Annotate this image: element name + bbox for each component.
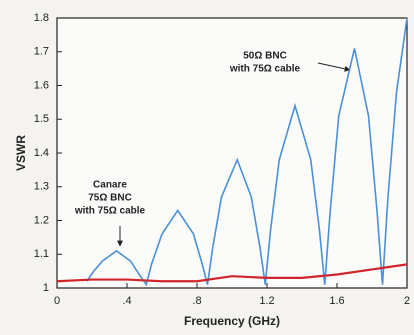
x-tick-label: .8 (192, 295, 201, 307)
x-tick-label: 1.6 (329, 295, 344, 307)
x-tick-label: 2 (404, 295, 410, 307)
annotation: with 75Ω cable (74, 206, 146, 217)
y-tick-label: 1.4 (34, 147, 49, 159)
y-tick-label: 1.1 (34, 248, 49, 260)
y-axis-title: VSWR (14, 135, 28, 171)
annotation: Canare (93, 180, 127, 191)
annotation: 50Ω BNC (243, 51, 287, 62)
x-axis-title: Frequency (GHz) (184, 314, 280, 328)
y-tick-label: 1 (43, 282, 49, 294)
annotation: with 75Ω cable (229, 64, 301, 75)
x-tick-label: .4 (122, 295, 131, 307)
x-tick-label: 1.2 (259, 295, 274, 307)
data-line (56, 263, 408, 283)
annotation: 75Ω BNC (88, 193, 132, 204)
y-tick-label: 1.5 (34, 113, 49, 125)
y-tick-label: 1.7 (34, 46, 49, 58)
y-tick-label: 1.8 (34, 12, 49, 24)
y-tick-label: 1.2 (34, 214, 49, 226)
annotation-arrow (317, 62, 351, 72)
plot-frame (56, 17, 408, 289)
y-tick-label: 1.6 (34, 79, 49, 91)
x-tick-label: 0 (54, 295, 60, 307)
y-tick-label: 1.3 (34, 181, 49, 193)
